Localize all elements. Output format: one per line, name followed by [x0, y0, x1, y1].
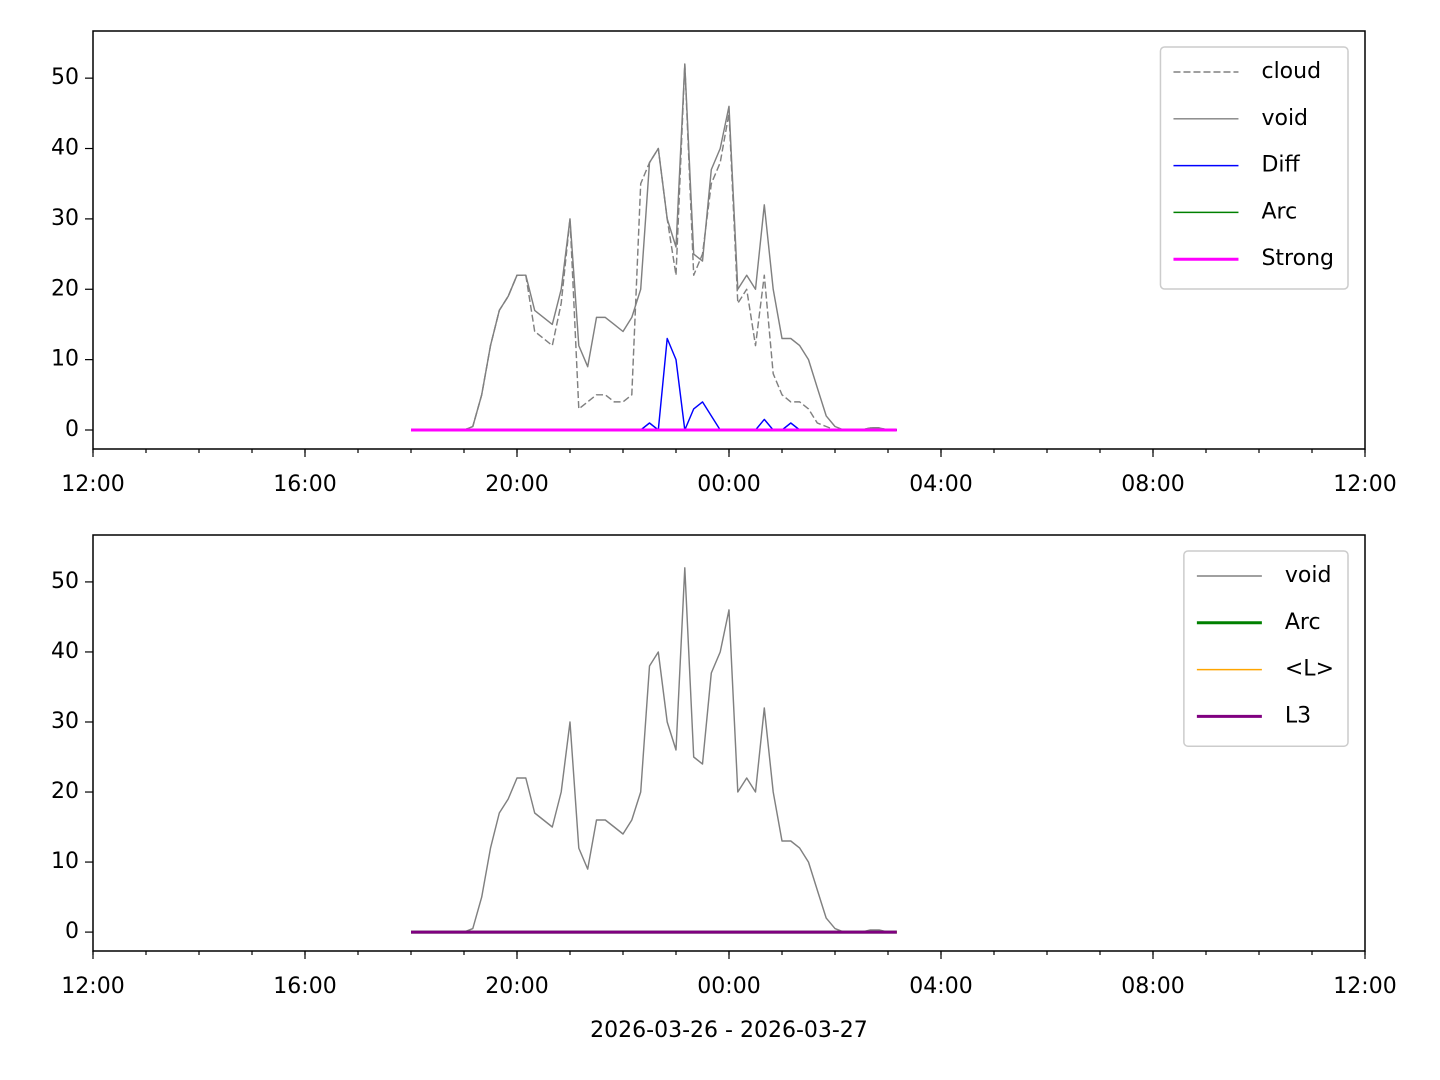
y-tick-label: 40: [51, 136, 79, 161]
x-tick-label: 04:00: [909, 974, 972, 999]
legend-label: Diff: [1261, 153, 1300, 178]
legend-label: void: [1261, 106, 1308, 131]
y-tick-label: 50: [51, 65, 79, 90]
series-line: [411, 63, 897, 431]
legend: void Arc <L> L3: [1183, 550, 1349, 747]
legend-box: [1159, 46, 1349, 290]
x-tick-label: 00:00: [697, 472, 760, 497]
x-tick-label: 20:00: [485, 974, 548, 999]
x-tick-label: 16:00: [273, 974, 336, 999]
x-tick-label: 00:00: [697, 974, 760, 999]
x-tick-label: 16:00: [273, 472, 336, 497]
legend-label: Strong: [1261, 246, 1334, 271]
legend-label: Arc: [1285, 610, 1321, 635]
y-tick-label: 20: [51, 779, 79, 804]
series-line: [411, 63, 897, 431]
x-tick-label: 04:00: [909, 472, 972, 497]
legend-label: void: [1285, 563, 1332, 588]
axes-frame: [92, 534, 1366, 952]
y-tick-label: 30: [51, 709, 79, 734]
legend-label: Arc: [1261, 199, 1297, 224]
y-tick-label: 20: [51, 276, 79, 301]
x-tick-label: 08:00: [1121, 472, 1184, 497]
legend-label: cloud: [1261, 59, 1321, 84]
x-tick-label: 12:00: [61, 974, 124, 999]
x-tick-label: 12:00: [1333, 974, 1396, 999]
y-tick-label: 10: [51, 347, 79, 372]
y-tick-label: 10: [51, 849, 79, 874]
x-tick-label: 20:00: [485, 472, 548, 497]
axes-frame: [92, 30, 1366, 450]
legend-box: [1183, 550, 1349, 747]
y-tick-label: 0: [65, 417, 79, 442]
legend-label: <L>: [1285, 657, 1334, 682]
legend: cloud void Diff Arc Strong: [1159, 46, 1349, 290]
series-line: [411, 567, 897, 933]
y-tick-label: 30: [51, 206, 79, 231]
y-tick-label: 50: [51, 569, 79, 594]
x-tick-label: 12:00: [61, 472, 124, 497]
x-tick-label: 08:00: [1121, 974, 1184, 999]
x-axis-label: 2026-03-26 - 2026-03-27: [590, 1018, 868, 1043]
legend-label: L3: [1285, 703, 1311, 728]
y-tick-label: 0: [65, 919, 79, 944]
x-tick-label: 12:00: [1333, 472, 1396, 497]
y-tick-label: 40: [51, 639, 79, 664]
